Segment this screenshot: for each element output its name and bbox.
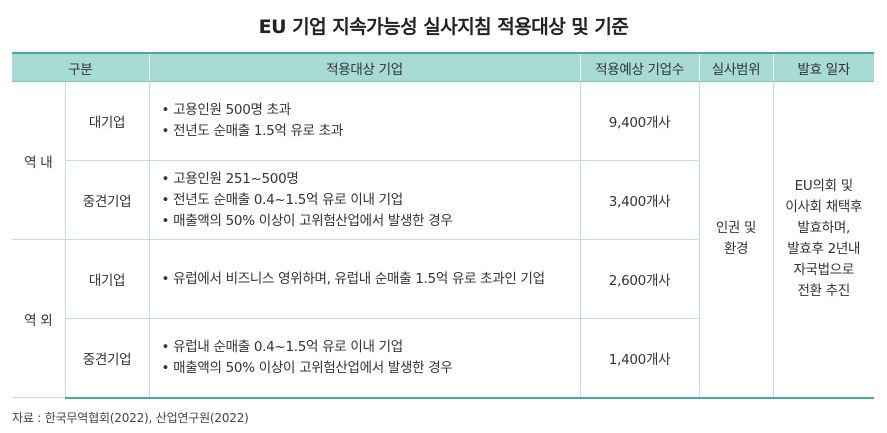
expected-count: 3,400개사 [579,160,699,240]
table-row: 중견기업 유럽내 순매출 0.4~1.5억 유로 이내 기업 매출액의 50% … [12,318,874,399]
criteria-cell: 유럽에서 비즈니스 영위하며, 유럽내 순매출 1.5억 유로 초과인 기업 [148,239,581,319]
date-line: EU의회 및 [794,178,853,195]
region-outside-eu: 역 외 [12,239,66,398]
date-line: 발효하며, [797,220,851,237]
date-line: 전환 추진 [797,283,851,300]
criteria-item: 매출액의 50% 이상이 고위험산업에서 발생한 경우 [162,211,580,232]
expected-count: 1,400개사 [579,318,699,399]
criteria-cell: 유럽내 순매출 0.4~1.5억 유로 이내 기업 매출액의 50% 이상이 고… [148,318,581,399]
table-row: 중견기업 고용인원 251~500명 전년도 순매출 0.4~1.5억 유로 이… [12,160,874,240]
date-line: 이사회 채택후 [785,199,863,216]
scope-cell: 인권 및 환경 [698,81,774,399]
size-large: 대기업 [64,239,150,319]
size-medium: 중견기업 [65,160,150,240]
header-row: 구분 적용대상 기업 적용예상 기업수 실사범위 발효 일자 [12,52,874,82]
criteria-item: 전년도 순매출 1.5억 유로 초과 [162,121,580,142]
size-medium: 중견기업 [65,318,150,399]
table-row: 역 내 대기업 고용인원 500명 초과 전년도 순매출 1.5억 유로 초과 … [12,81,874,399]
table-row: 역 외 대기업 유럽에서 비즈니스 영위하며, 유럽내 순매출 1.5억 유로 … [12,239,874,398]
criteria-cell: 고용인원 500명 초과 전년도 순매출 1.5억 유로 초과 [148,81,581,161]
scope-line: 환경 [723,241,749,258]
header-scope: 실사범위 [698,52,774,82]
criteria-item: 고용인원 251~500명 [162,169,580,190]
sustainability-criteria-table: 구분 적용대상 기업 적용예상 기업수 실사범위 발효 일자 역 내 대기업 고… [12,52,874,399]
criteria-item: 전년도 순매출 0.4~1.5억 유로 이내 기업 [162,190,580,211]
criteria-item: 고용인원 500명 초과 [162,100,580,121]
header-target: 적용대상 기업 [148,52,581,82]
criteria-cell: 고용인원 251~500명 전년도 순매출 0.4~1.5억 유로 이내 기업 … [148,160,581,240]
header-expected-count: 적용예상 기업수 [579,52,700,82]
criteria-item: 유럽내 순매출 0.4~1.5억 유로 이내 기업 [162,337,580,358]
date-line: 자국법으로 [793,262,855,279]
source-note: 자료 : 한국무역협회(2022), 산업연구원(2022) [12,411,249,425]
date-line: 발효후 2년내 [787,241,861,258]
header-category: 구분 [12,52,150,82]
page-title: EU 기업 지속가능성 실사지침 적용대상 및 기준 [258,16,629,38]
expected-count: 2,600개사 [579,239,699,319]
header-effective-date: 발효 일자 [772,52,874,82]
region-inside-eu: 역 내 [12,81,66,240]
effective-date-cell: EU의회 및 이사회 채택후 발효하며, 발효후 2년내 자국법으로 전환 추진 [772,81,874,399]
criteria-item: 매출액의 50% 이상이 고위험산업에서 발생한 경우 [162,358,580,379]
criteria-item: 유럽에서 비즈니스 영위하며, 유럽내 순매출 1.5억 유로 초과인 기업 [162,269,580,290]
scope-line: 인권 및 [715,220,757,237]
size-large: 대기업 [64,81,150,161]
expected-count: 9,400개사 [579,81,700,161]
